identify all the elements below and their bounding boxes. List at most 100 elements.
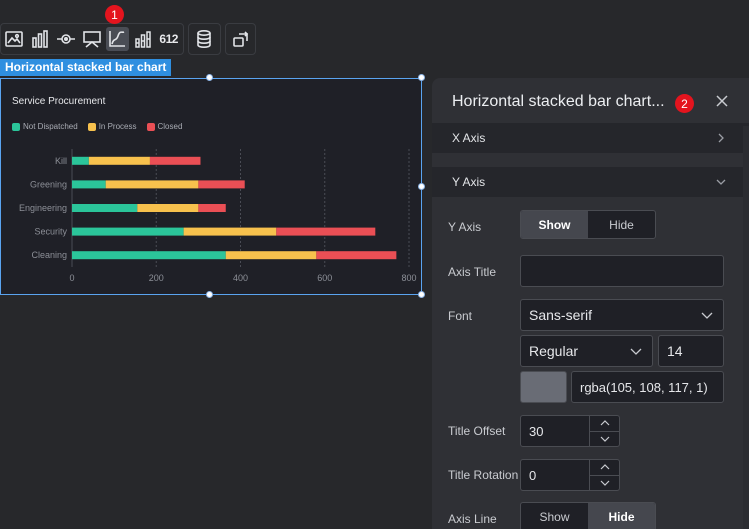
increment-button[interactable] <box>590 460 619 476</box>
y-tick-label: Kill <box>55 156 67 166</box>
x-tick-label: 400 <box>233 273 248 283</box>
decrement-button[interactable] <box>590 432 619 447</box>
resize-handle-right[interactable] <box>418 183 425 190</box>
font-family-select[interactable]: Sans-serif <box>520 299 724 331</box>
y-axis-toggle: Show Hide <box>520 210 656 239</box>
title-rotation-label: Title Rotation <box>448 468 519 482</box>
section-x-axis-label: X Axis <box>452 131 486 145</box>
title-rotation-value: 0 <box>529 467 537 483</box>
image-icon[interactable] <box>3 27 26 51</box>
font-size-input[interactable]: 14 <box>658 335 724 367</box>
chevron-down-icon <box>716 179 726 185</box>
x-tick-label: 800 <box>401 273 416 283</box>
chevron-down-icon <box>630 348 642 355</box>
title-offset-value: 30 <box>529 423 544 439</box>
chart-canvas: 0 200 400 600 800 Kill Greening Engineering Secu… <box>19 149 417 283</box>
hide-option[interactable]: Hide <box>609 217 634 232</box>
increment-button[interactable] <box>590 416 619 432</box>
y-tick-label: Engineering <box>19 203 67 213</box>
database-icon[interactable] <box>192 27 216 51</box>
bar-segment <box>137 204 199 212</box>
section-y-axis[interactable]: Y Axis <box>432 167 749 197</box>
hide-option[interactable]: Hide <box>588 503 655 529</box>
axis-line-label: Axis Line <box>448 512 497 526</box>
close-icon[interactable] <box>715 94 729 108</box>
chart-component-tag[interactable]: Horizontal stacked bar chart <box>0 59 172 76</box>
bar-segment <box>72 227 184 236</box>
bar-chart-icon[interactable] <box>29 27 52 51</box>
resize-handle-top[interactable] <box>206 74 213 81</box>
legend-label: In Process <box>98 122 137 131</box>
section-y-axis-label: Y Axis <box>452 175 486 189</box>
color-swatch[interactable] <box>520 371 567 403</box>
interaction-toolbar <box>225 23 256 55</box>
show-option[interactable]: Show <box>539 509 570 524</box>
bar-segment <box>105 180 199 189</box>
y-tick-label: Security <box>34 227 67 237</box>
legend-item: In Process <box>87 122 137 131</box>
step-badge-1: 1 <box>105 5 124 24</box>
chevron-up-icon <box>600 464 609 470</box>
legend-swatch <box>12 122 20 131</box>
eye-target-icon[interactable] <box>54 27 77 51</box>
bar-segment <box>276 227 376 236</box>
bar-segment <box>72 204 138 212</box>
chart-component[interactable]: 0 200 400 600 800 Kill Greening Engineering Secu… <box>0 78 422 295</box>
color-input[interactable]: rgba(105, 108, 117, 1) <box>571 371 724 403</box>
panel-title: Horizontal stacked bar chart... <box>452 93 665 110</box>
chart-title: Service Procurement <box>12 96 106 107</box>
bar-segment <box>198 180 245 189</box>
resize-handle-top-right[interactable] <box>418 74 425 81</box>
legend-swatch <box>87 122 96 131</box>
step-badge-2: 2 <box>675 94 694 113</box>
y-tick-label: Cleaning <box>31 250 67 260</box>
axis-title-input[interactable] <box>520 255 724 287</box>
chevron-down-icon <box>600 480 609 486</box>
axis-title-label: Axis Title <box>448 265 497 279</box>
panel-header: Horizontal stacked bar chart... <box>432 78 749 126</box>
title-rotation-stepper <box>589 460 619 490</box>
title-rotation-input[interactable]: 0 <box>520 459 620 491</box>
chevron-up-icon <box>600 420 609 426</box>
properties-panel: Horizontal stacked bar chart... X Axis Y… <box>432 78 749 529</box>
chevron-down-icon <box>600 436 609 442</box>
bar-segment <box>72 180 106 189</box>
bar-segment <box>88 156 150 165</box>
resize-handle-bottom-right[interactable] <box>418 291 425 298</box>
title-offset-stepper <box>589 416 619 446</box>
legend-item: Not Dispatched <box>12 122 78 131</box>
monitor-icon[interactable] <box>80 27 103 51</box>
legend-item: Closed <box>146 122 183 131</box>
y-tick-label: Greening <box>30 179 67 189</box>
resize-handle-bottom[interactable] <box>206 291 213 298</box>
legend-swatch <box>146 122 155 131</box>
data-toolbar <box>188 23 221 55</box>
chevron-down-icon <box>701 312 713 319</box>
bar-segment <box>316 251 397 260</box>
font-label: Font <box>448 309 473 323</box>
chart-legend: Not Dispatched In Process Closed <box>12 122 182 131</box>
line-chart-icon[interactable] <box>105 27 129 51</box>
section-x-axis[interactable]: X Axis <box>432 123 749 153</box>
font-weight-select[interactable]: Regular <box>520 335 653 367</box>
bar-segment <box>183 227 277 236</box>
show-option[interactable]: Show <box>521 211 588 238</box>
bar-segment <box>72 156 89 165</box>
switch-icon[interactable] <box>229 27 252 51</box>
x-tick-label: 200 <box>149 273 164 283</box>
bar-segment <box>72 251 226 260</box>
number-chart-button[interactable]: 612 <box>157 27 180 51</box>
panel-scrollbar[interactable] <box>743 126 749 529</box>
number-chart-label: 612 <box>159 32 178 46</box>
decrement-button[interactable] <box>590 476 619 491</box>
x-tick-label: 0 <box>69 273 74 283</box>
y-axis-label: Y Axis <box>448 220 482 234</box>
font-family-value: Sans-serif <box>529 307 593 323</box>
legend-label: Closed <box>157 122 183 131</box>
chevron-right-icon <box>718 133 724 143</box>
font-weight-value: Regular <box>529 343 579 359</box>
stacked-bar-icon[interactable] <box>132 27 155 51</box>
bar-segment <box>225 251 317 260</box>
title-offset-input[interactable]: 30 <box>520 415 620 447</box>
chart-type-toolbar: 612 <box>0 23 184 55</box>
